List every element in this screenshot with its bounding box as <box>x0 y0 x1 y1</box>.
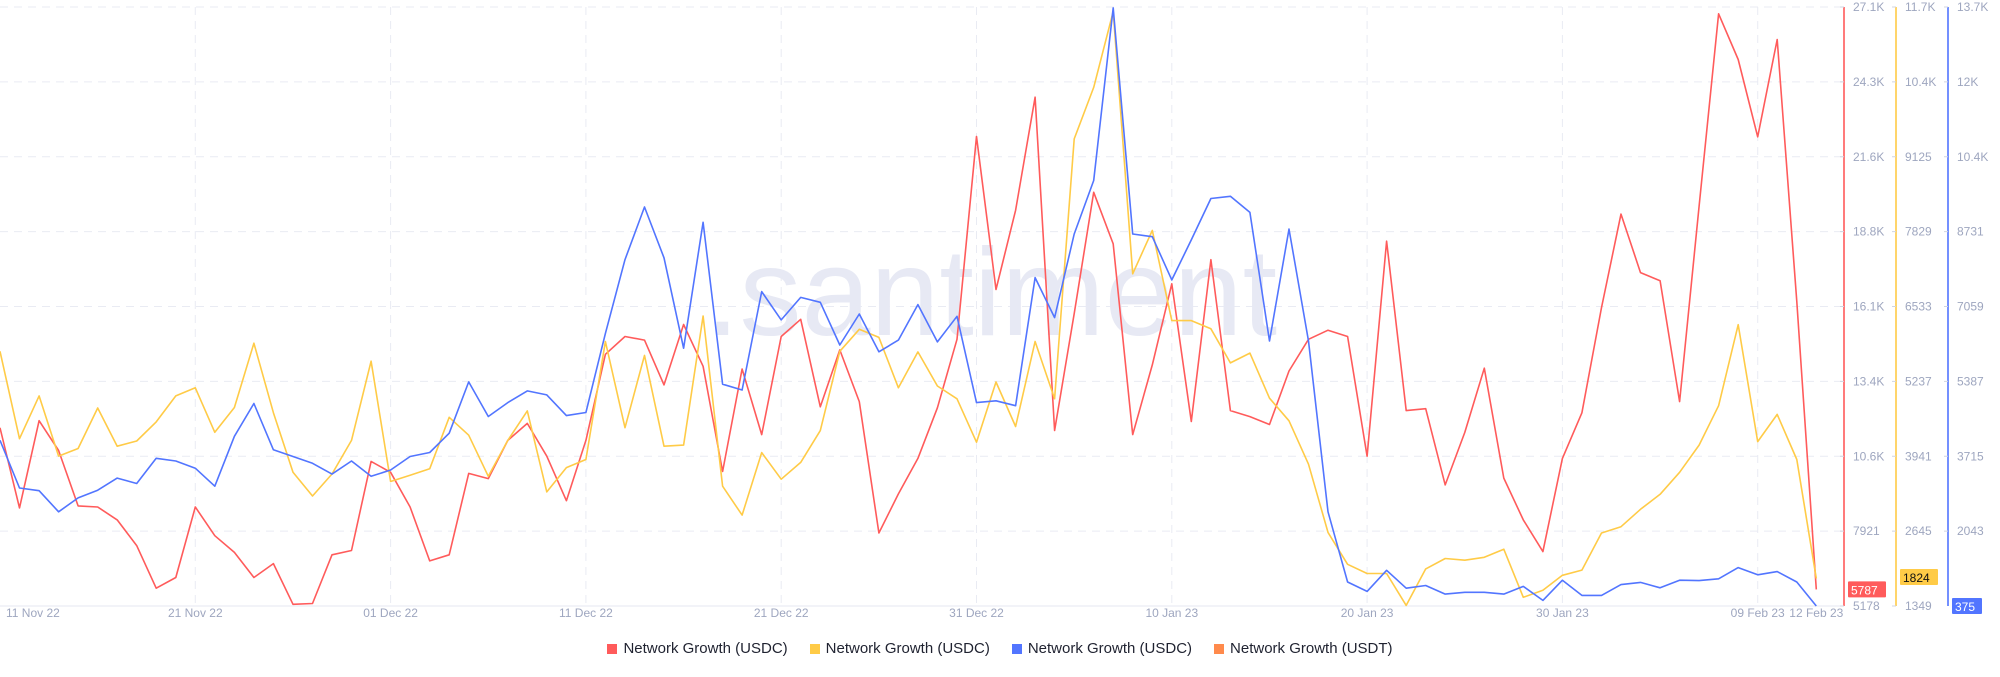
legend-label: Network Growth (USDC) <box>825 640 990 657</box>
series-line-1 <box>0 10 1818 607</box>
y-tick-label: 5178 <box>1853 599 1880 613</box>
y-tick-label: 2043 <box>1957 524 1984 538</box>
legend-swatch-blue <box>1011 643 1022 654</box>
y-tick-label: 16.1K <box>1853 300 1884 314</box>
legend-item-usdc-yellow[interactable]: Network Growth (USDC) <box>809 640 990 657</box>
legend: Network Growth (USDC) Network Growth (US… <box>0 640 2000 657</box>
y-tick-label: 5387 <box>1957 374 1984 388</box>
y-tick-label: 13.4K <box>1853 374 1884 388</box>
y-tick-label: 21.6K <box>1853 150 1884 164</box>
x-tick-label: 21 Dec 22 <box>754 606 809 620</box>
x-tick-label: 11 Nov 22 <box>6 606 60 620</box>
y-tick-label: 7059 <box>1957 300 1984 314</box>
last-value-label-0: 5787 <box>1851 583 1878 597</box>
last-value-badge-0 <box>1848 581 1886 598</box>
y-tick-label: 11.7K <box>1905 0 1935 14</box>
legend-item-usdt-orange[interactable]: Network Growth (USDT) <box>1214 640 1393 657</box>
x-tick-label: 30 Jan 23 <box>1536 606 1589 620</box>
legend-swatch-orange <box>1214 643 1225 654</box>
y-axes: 27.1K 24.3K 21.6K 18.8K 16.1K 13.4K 10.6K 7921 5… <box>1840 0 1988 614</box>
x-tick-label: 01 Dec 22 <box>363 606 418 620</box>
y-tick-label: 10.4K <box>1905 75 1936 89</box>
x-tick-label: 09 Feb 23 <box>1731 606 1785 620</box>
grid <box>0 6 1844 607</box>
y-tick-label: 2645 <box>1905 524 1932 538</box>
y-tick-label: 8731 <box>1957 225 1984 239</box>
y-tick-label: 24.3K <box>1853 75 1884 89</box>
legend-swatch-red <box>607 643 618 654</box>
x-tick-label: 21 Nov 22 <box>168 606 223 620</box>
series-line-0 <box>0 13 1818 606</box>
legend-label: Network Growth (USDT) <box>1230 640 1393 657</box>
last-value-label-2: 375 <box>1955 600 1975 614</box>
y-tick-label: 18.8K <box>1853 225 1884 239</box>
series-lines <box>0 7 1818 607</box>
y-tick-label: 12K <box>1957 75 1978 89</box>
legend-label: Network Growth (USDC) <box>623 640 788 657</box>
x-tick-label: 11 Dec 22 <box>559 606 613 620</box>
x-tick-label: 10 Jan 23 <box>1145 606 1198 620</box>
y-tick-label: 3715 <box>1957 449 1984 463</box>
y-tick-label: 10.4K <box>1957 150 1988 164</box>
y-tick-label: 5237 <box>1905 374 1932 388</box>
last-value-badge-1 <box>1900 569 1938 585</box>
y-tick-label: 7829 <box>1905 225 1932 239</box>
legend-item-usdc-blue[interactable]: Network Growth (USDC) <box>1011 640 1193 657</box>
last-value-label-1: 1824 <box>1903 571 1930 585</box>
x-tick-label: 31 Dec 22 <box>949 606 1004 620</box>
y-tick-label: 10.6K <box>1853 449 1884 463</box>
legend-label: Network Growth (USDC) <box>1027 640 1193 657</box>
series-line-2 <box>0 7 1817 607</box>
y-tick-label: 9125 <box>1905 150 1932 164</box>
x-tick-label: 12 Feb 23 <box>1789 606 1843 620</box>
y-tick-label: 7921 <box>1853 524 1880 538</box>
y-tick-label: 6533 <box>1905 300 1932 314</box>
y-tick-label: 27.1K <box>1853 0 1884 14</box>
x-tick-label: 20 Jan 23 <box>1341 606 1394 620</box>
last-value-badge-2 <box>1952 598 1982 614</box>
y-tick-label: 3941 <box>1905 449 1932 463</box>
y-tick-label: 13.7K <box>1957 0 1988 14</box>
legend-item-usdc-red[interactable]: Network Growth (USDC) <box>607 640 788 657</box>
y-tick-label: 1349 <box>1905 599 1932 613</box>
legend-swatch-yellow <box>809 643 820 654</box>
x-axis: 11 Nov 22 21 Nov 22 01 Dec 22 11 Dec 22 21 D… <box>6 606 1844 620</box>
